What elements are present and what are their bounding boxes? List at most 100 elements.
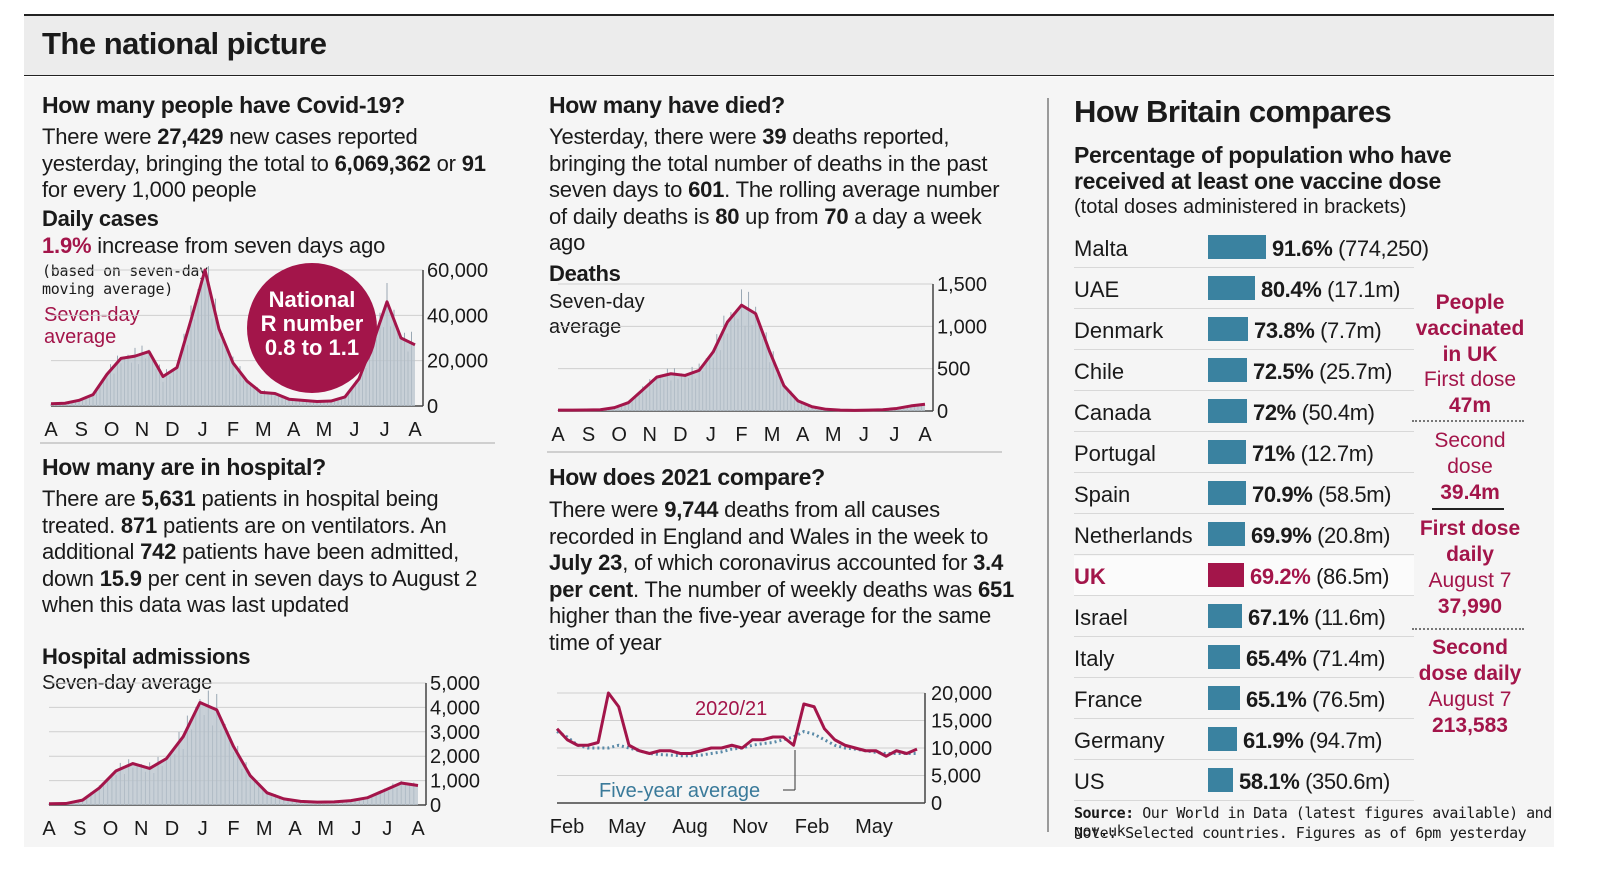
x-tick-label: M bbox=[825, 424, 842, 446]
x-tick-label: S bbox=[75, 419, 88, 441]
series-label-five-year-average: Five-year average bbox=[599, 780, 760, 802]
y-tick-label: 0 bbox=[430, 795, 441, 817]
x-tick-label: Nov bbox=[732, 816, 768, 838]
britain-subheading: Percentage of population who have receive… bbox=[1074, 142, 1452, 194]
footnote: Note: Selected countries. Figures as of … bbox=[1074, 824, 1527, 842]
seven-day-average-line bbox=[558, 303, 926, 412]
vaccine-value: 69.2% (86.5m) bbox=[1250, 564, 1390, 589]
x-tick-label: F bbox=[227, 419, 239, 441]
britain-heading: How Britain compares bbox=[1074, 94, 1392, 129]
vaccine-value: 67.1% (11.6m) bbox=[1248, 605, 1386, 630]
x-tick-label: A bbox=[918, 424, 932, 446]
x-tick-label: M bbox=[256, 818, 273, 840]
country-name: Chile bbox=[1074, 359, 1125, 384]
x-tick-label: N bbox=[643, 424, 657, 446]
y-tick-label: 500 bbox=[937, 359, 970, 381]
second-dose-daily: Second dose daily August 7 213,583 bbox=[1418, 636, 1522, 737]
country-name: Netherlands bbox=[1074, 523, 1193, 548]
vaccine-row-uae: UAE 80.4% (17.1m) bbox=[1074, 269, 1414, 309]
cases-heading: How many people have Covid-19? bbox=[42, 92, 405, 118]
vaccine-value: 73.8% (7.7m) bbox=[1254, 318, 1382, 343]
vaccine-row-netherlands: Netherlands 69.9% (20.8m) bbox=[1074, 515, 1414, 555]
x-tick-label: A bbox=[411, 818, 425, 840]
x-tick-label: M bbox=[764, 424, 781, 446]
people-vaccinated-label: People vaccinated in UK bbox=[1415, 291, 1525, 366]
vaccine-bar bbox=[1208, 235, 1266, 259]
x-tick-label: N bbox=[134, 818, 148, 840]
country-name: Denmark bbox=[1074, 318, 1164, 343]
vaccine-row-malta: Malta 91.6% (774,250) bbox=[1074, 228, 1429, 268]
country-name: Italy bbox=[1074, 646, 1115, 671]
x-tick-label: M bbox=[317, 818, 334, 840]
daily-cases-subheading: Daily cases bbox=[42, 206, 159, 231]
x-tick-label: M bbox=[316, 419, 333, 441]
vaccine-row-portugal: Portugal 71% (12.7m) bbox=[1074, 433, 1414, 473]
cases-increase: 1.9% increase from seven days ago bbox=[42, 233, 386, 258]
x-tick-label: J bbox=[706, 424, 716, 446]
britain-note: (total doses administered in brackets) bbox=[1074, 196, 1407, 218]
vaccine-row-israel: Israel 67.1% (11.6m) bbox=[1074, 597, 1414, 637]
top-rule bbox=[24, 14, 1554, 16]
x-tick-label: D bbox=[673, 424, 687, 446]
country-name: UAE bbox=[1074, 277, 1120, 302]
x-tick-label: M bbox=[255, 419, 272, 441]
y-tick-label: 0 bbox=[427, 396, 438, 418]
vaccine-row-italy: Italy 65.4% (71.4m) bbox=[1074, 638, 1414, 678]
y-tick-label: 5,000 bbox=[931, 766, 981, 788]
vaccine-bar bbox=[1208, 522, 1245, 546]
x-tick-label: A bbox=[42, 818, 56, 840]
y-tick-label: 2,000 bbox=[430, 746, 480, 768]
vaccine-value: 80.4% (17.1m) bbox=[1261, 277, 1401, 302]
y-tick-label: 3,000 bbox=[430, 722, 480, 744]
x-tick-label: J bbox=[198, 818, 208, 840]
weekly-deaths-plot: 20,000 15,000 10,000 5,000 0 2020/21 Five-year… bbox=[550, 683, 992, 838]
vaccine-bar bbox=[1208, 317, 1248, 341]
country-name: Portugal bbox=[1074, 441, 1156, 466]
first-dose-total: First dose 47m bbox=[1423, 368, 1517, 417]
dotted-divider bbox=[1412, 628, 1524, 630]
x-tick-label: A bbox=[44, 419, 58, 441]
series-label-2020-21: 2020/21 bbox=[695, 698, 767, 720]
vaccine-bar bbox=[1208, 276, 1255, 300]
vaccine-bar bbox=[1208, 768, 1233, 792]
y-tick-label: 4,000 bbox=[430, 697, 480, 719]
y-tick-label: 20,000 bbox=[427, 351, 488, 373]
divider bbox=[1432, 508, 1504, 510]
y-tick-label: 1,500 bbox=[937, 274, 987, 296]
seven-day-average-line bbox=[48, 701, 419, 806]
x-tick-label: May bbox=[608, 816, 646, 838]
seven-day-average-line bbox=[50, 268, 416, 406]
vaccine-row-germany: Germany 61.9% (94.7m) bbox=[1074, 720, 1414, 760]
vaccine-value: 69.9% (20.8m) bbox=[1251, 523, 1391, 548]
x-tick-label: A bbox=[287, 419, 301, 441]
vaccine-bar bbox=[1208, 604, 1242, 628]
x-tick-label: J bbox=[349, 419, 359, 441]
x-tick-label: J bbox=[352, 818, 362, 840]
x-tick-label: J bbox=[198, 419, 208, 441]
r-number-badge: National R number 0.8 to 1.1 bbox=[247, 263, 377, 393]
x-tick-label: O bbox=[104, 419, 120, 441]
compare-heading: How does 2021 compare? bbox=[549, 464, 825, 490]
deaths-text: Yesterday, there were 39 deaths reported… bbox=[549, 124, 1000, 255]
weekly-deaths-chart: 20,000 15,000 10,000 5,000 0 2020/21 Five-year… bbox=[550, 683, 992, 838]
country-name: Malta bbox=[1074, 236, 1128, 261]
x-tick-label: Feb bbox=[795, 816, 829, 838]
title-band: The national picture bbox=[24, 16, 1554, 76]
x-tick-label: D bbox=[165, 419, 179, 441]
divider bbox=[547, 451, 1002, 453]
column-divider bbox=[1047, 98, 1049, 832]
y-tick-label: 1,000 bbox=[430, 771, 480, 793]
vaccine-value: 72% (50.4m) bbox=[1253, 400, 1375, 425]
vaccine-row-chile: Chile 72.5% (25.7m) bbox=[1074, 351, 1414, 391]
cases-note: (based on seven-day moving average) bbox=[42, 262, 208, 298]
x-tick-label: J bbox=[380, 419, 390, 441]
source-line: Source: Our World in Data (latest figure… bbox=[1074, 804, 1552, 840]
country-name: Canada bbox=[1074, 400, 1152, 425]
y-tick-label: 1,000 bbox=[937, 316, 987, 338]
x-tick-label: A bbox=[288, 818, 302, 840]
